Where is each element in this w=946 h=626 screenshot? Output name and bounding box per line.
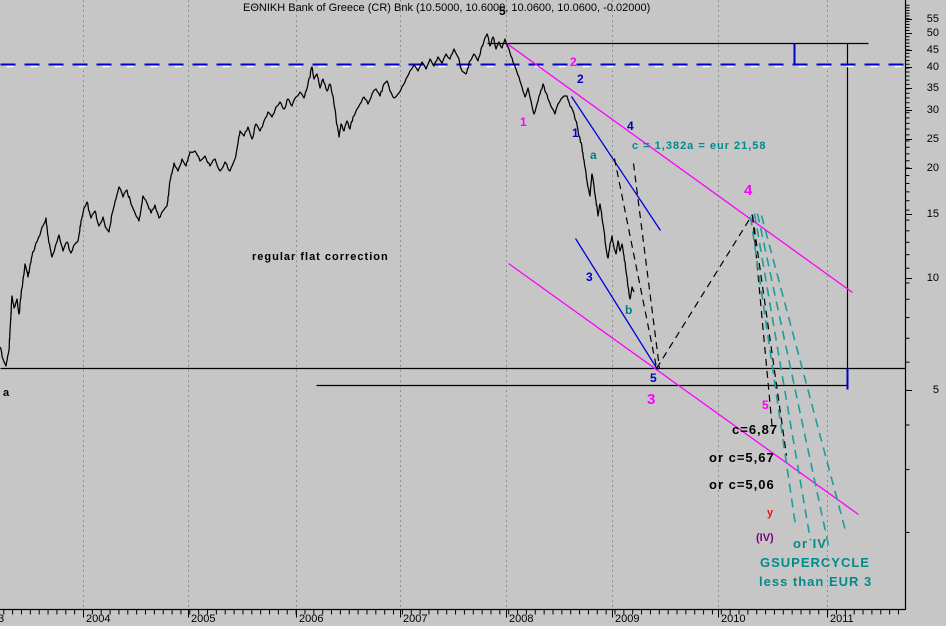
x-axis-label: 2009 xyxy=(615,613,640,625)
price-line-series xyxy=(0,33,635,367)
y-axis-label: 15 xyxy=(926,208,939,220)
annotation-c-6-87[interactable]: c=6,87 xyxy=(732,422,779,437)
annotation-y[interactable]: y xyxy=(767,507,774,519)
annotation-5[interactable]: 5 xyxy=(762,398,769,412)
x-axis-label: 2007 xyxy=(403,613,428,625)
proj-black-down-2 xyxy=(632,163,661,369)
x-axis-label: 2004 xyxy=(86,613,111,625)
y-axis-label: 10 xyxy=(926,272,939,284)
annotation-less-than-eur-3[interactable]: less than EUR 3 xyxy=(759,574,873,589)
proj-teal-fan-4 xyxy=(760,215,848,535)
annotation-3[interactable]: 3 xyxy=(586,270,593,284)
annotation-3[interactable]: 3 xyxy=(647,391,656,408)
annotation-gsupercycle[interactable]: GSUPERCYCLE xyxy=(760,555,870,570)
proj-teal-fan-1 xyxy=(749,216,797,526)
decline-lower-blue xyxy=(574,238,659,370)
x-axis-label: 2005 xyxy=(191,613,216,625)
y-axis-label: 5 xyxy=(932,384,939,396)
x-axis-label: 2006 xyxy=(299,613,324,625)
y-axis-label: 30 xyxy=(926,104,939,116)
x-axis-label-partial: 3 xyxy=(0,613,5,625)
annotation-1[interactable]: 1 xyxy=(520,115,527,129)
annotation-or-c-5-67[interactable]: or c=5,67 xyxy=(709,450,775,465)
annotation-a[interactable]: a xyxy=(3,387,10,399)
x-axis-label: 2008 xyxy=(509,613,534,625)
annotation-2[interactable]: 2 xyxy=(577,72,584,86)
y-axis-label: 50 xyxy=(926,27,939,39)
y-axis-label: 20 xyxy=(926,162,939,174)
annotation-4[interactable]: 4 xyxy=(744,182,753,199)
channel-lower-magenta xyxy=(508,262,859,516)
channel-upper-magenta xyxy=(505,41,853,294)
annotation-iv[interactable]: (IV) xyxy=(756,532,774,544)
chart-title: EΘNIKH Bank of Greece (CR) Bnk (10.5000,… xyxy=(243,2,651,14)
y-axis-label: 35 xyxy=(926,82,939,94)
annotation-or-iv[interactable]: or IV xyxy=(793,536,827,551)
annotation-4[interactable]: 4 xyxy=(627,119,634,133)
annotation-2[interactable]: 2 xyxy=(570,55,577,69)
annotation-5[interactable]: 5 xyxy=(650,371,657,385)
x-axis-label: 2011 xyxy=(830,613,854,625)
y-axis-label: 55 xyxy=(926,13,939,25)
annotation-b[interactable]: b xyxy=(625,303,633,317)
proj-black-wave5-b xyxy=(751,215,788,456)
annotation-c-1-382a-eur-21-58[interactable]: c = 1,382a = eur 21,58 xyxy=(632,140,767,152)
proj-black-down-1 xyxy=(613,158,658,368)
y-axis-label: 25 xyxy=(926,133,939,145)
proj-black-wave4-up xyxy=(655,214,754,369)
y-axis-label: 45 xyxy=(926,44,939,56)
proj-teal-fan-2 xyxy=(753,213,812,541)
annotation-1[interactable]: 1 xyxy=(572,126,579,140)
proj-teal-fan-3 xyxy=(756,213,830,546)
annotation-or-c-5-06[interactable]: or c=5,06 xyxy=(709,477,775,492)
x-axis-label: 2010 xyxy=(721,613,746,625)
annotation-regular-flat-correction[interactable]: regular flat correction xyxy=(252,251,389,263)
y-axis-label: 40 xyxy=(926,61,939,73)
annotation-5[interactable]: 5 xyxy=(499,4,506,18)
annotation-a[interactable]: a xyxy=(590,148,597,162)
